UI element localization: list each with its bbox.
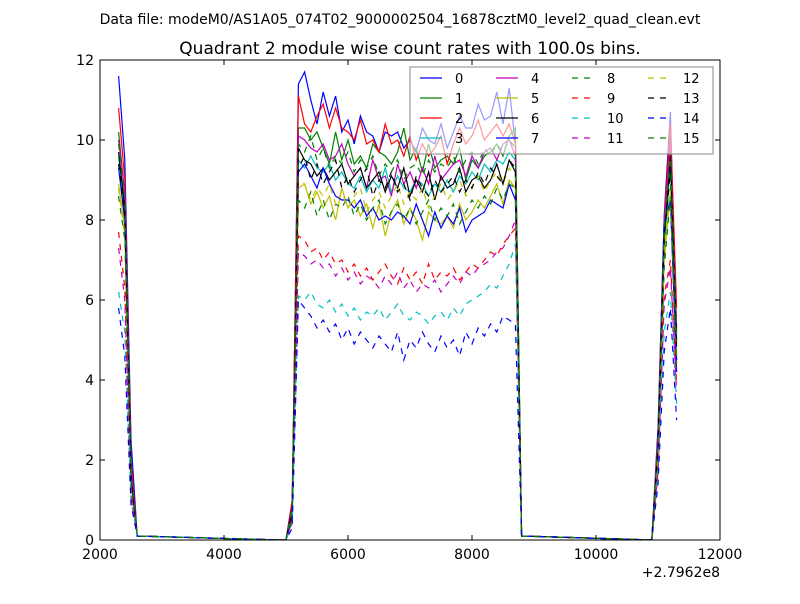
legend-item-11: 11 bbox=[572, 132, 624, 147]
x-tick-label: 6000 bbox=[330, 547, 366, 563]
y-tick-label: 0 bbox=[85, 533, 94, 549]
y-tick-label: 6 bbox=[85, 293, 94, 309]
series-line-4 bbox=[118, 134, 678, 540]
chart-title: Quadrant 2 module wise count rates with … bbox=[179, 39, 640, 59]
legend-label: 12 bbox=[683, 72, 700, 87]
legend-item-8: 8 bbox=[572, 72, 615, 87]
chart-suptitle: Data file: modeM0/AS1A05_074T02_90000025… bbox=[100, 12, 701, 28]
x-offset-text: +2.7962e8 bbox=[642, 565, 720, 581]
legend-item-13: 13 bbox=[648, 92, 700, 107]
series-line-1 bbox=[118, 126, 678, 540]
series-line-14 bbox=[118, 298, 678, 540]
legend-item-15: 15 bbox=[648, 132, 700, 147]
series-line-2 bbox=[118, 95, 678, 540]
series-line-9 bbox=[118, 226, 678, 540]
x-tick-label: 8000 bbox=[454, 547, 490, 563]
legend-label: 6 bbox=[531, 112, 539, 127]
x-tick-label: 12000 bbox=[698, 547, 743, 563]
legend-item-1: 1 bbox=[420, 92, 463, 107]
legend-item-10: 10 bbox=[572, 112, 624, 127]
legend-label: 11 bbox=[607, 132, 624, 147]
series-line-3 bbox=[118, 150, 678, 540]
y-tick-label: 10 bbox=[76, 133, 94, 149]
series-line-12 bbox=[118, 166, 678, 540]
series-line-6 bbox=[118, 147, 678, 540]
legend-item-2: 2 bbox=[420, 112, 463, 127]
legend-item-6: 6 bbox=[496, 112, 539, 127]
legend-label: 3 bbox=[455, 132, 463, 147]
legend-label: 4 bbox=[531, 72, 539, 87]
legend-frame bbox=[409, 66, 714, 155]
x-tick-label: 2000 bbox=[82, 547, 118, 563]
legend-label: 8 bbox=[607, 72, 615, 87]
legend-item-12: 12 bbox=[648, 72, 700, 87]
legend-label: 15 bbox=[683, 132, 700, 147]
legend-item-3: 3 bbox=[420, 132, 463, 147]
series-line-11 bbox=[118, 219, 678, 540]
y-tick-label: 8 bbox=[85, 213, 94, 229]
legend-label: 14 bbox=[683, 112, 700, 127]
legend-label: 2 bbox=[455, 112, 463, 127]
legend-item-7: 7 bbox=[496, 132, 539, 147]
legend-label: 10 bbox=[607, 112, 624, 127]
legend-label: 9 bbox=[607, 92, 615, 107]
x-tick-label: 4000 bbox=[206, 547, 242, 563]
legend-item-0: 0 bbox=[420, 72, 463, 87]
series-line-8 bbox=[118, 183, 678, 540]
legend-item-9: 9 bbox=[572, 92, 615, 107]
legend-label: 1 bbox=[455, 92, 463, 107]
y-tick-label: 2 bbox=[85, 453, 94, 469]
series-line-5 bbox=[118, 178, 678, 540]
legend-label: 13 bbox=[683, 92, 700, 107]
series-layer bbox=[118, 70, 678, 540]
series-line-13 bbox=[118, 154, 678, 540]
legend-item-5: 5 bbox=[496, 92, 539, 107]
legend-label: 5 bbox=[531, 92, 539, 107]
x-tick-label: 10000 bbox=[574, 547, 619, 563]
legend-item-4: 4 bbox=[496, 72, 539, 87]
legend-item-14: 14 bbox=[648, 112, 700, 127]
series-line-7 bbox=[118, 162, 678, 540]
y-tick-label: 4 bbox=[85, 373, 94, 389]
legend-label: 7 bbox=[531, 132, 539, 147]
series-line-15 bbox=[118, 134, 678, 540]
legend-label: 0 bbox=[455, 72, 463, 87]
y-tick-label: 12 bbox=[76, 53, 94, 69]
series-line-10 bbox=[118, 243, 678, 540]
